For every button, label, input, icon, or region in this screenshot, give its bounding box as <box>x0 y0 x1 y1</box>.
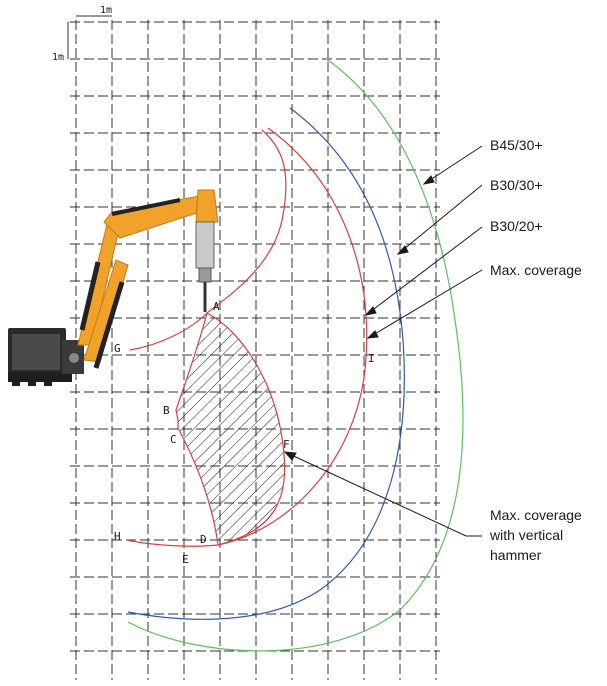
point-b-label: B <box>163 404 170 417</box>
point-h-label: H <box>114 530 121 543</box>
legend-b30-20: B30/20+ <box>490 218 543 234</box>
legend-b30-30: B30/30+ <box>490 177 543 193</box>
scale-markers: 1m 1m <box>52 5 112 63</box>
max-coverage-lower-curve <box>126 127 368 547</box>
max-coverage-curve <box>129 129 287 351</box>
grid <box>70 20 440 680</box>
point-labels: A B C D E F G H I <box>114 300 375 566</box>
legend-vertical-hammer-line2: with vertical <box>489 527 563 543</box>
b45-30-curve <box>127 57 464 652</box>
hammer-boom-illustration <box>8 189 219 386</box>
legend-max-coverage: Max. coverage <box>490 262 582 278</box>
vertical-hammer-area <box>175 312 286 546</box>
point-d-label: D <box>200 533 207 546</box>
point-f-label: F <box>283 438 290 451</box>
legend-vertical-hammer-line3: hammer <box>490 547 542 563</box>
point-g-label: G <box>114 342 121 355</box>
point-e-label: E <box>182 553 189 566</box>
b30-30-curve <box>127 107 405 620</box>
point-i-label: I <box>368 352 375 365</box>
legend: B45/30+ B30/30+ B30/20+ Max. coverage Ma… <box>489 137 582 563</box>
legend-b45-30: B45/30+ <box>490 137 543 153</box>
legend-vertical-hammer-line1: Max. coverage <box>490 507 582 523</box>
scale-y-label: 1m <box>52 52 64 63</box>
legend-leaders <box>283 145 483 537</box>
point-c-label: C <box>170 433 177 446</box>
point-a-label: A <box>213 300 220 313</box>
scale-x-label: 1m <box>100 5 112 16</box>
